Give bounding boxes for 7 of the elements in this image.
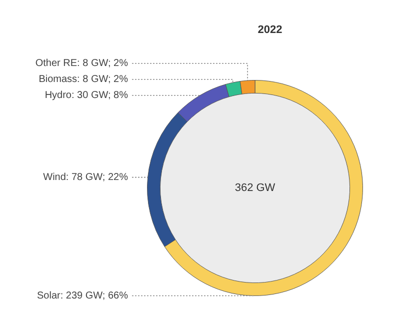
text: 362 GW (234, 182, 276, 194)
slice-label: Hydro: 30 GW; 8% (44, 90, 128, 102)
slice-label: Biomass: 8 GW; 2% (38, 74, 128, 86)
slice-label: Wind: 78 GW; 22% (43, 172, 128, 184)
chart-title: 2022 (258, 24, 282, 36)
slice-label: Solar: 239 GW; 66% (37, 290, 128, 302)
slice-label: Other RE: 8 GW; 2% (35, 58, 128, 70)
